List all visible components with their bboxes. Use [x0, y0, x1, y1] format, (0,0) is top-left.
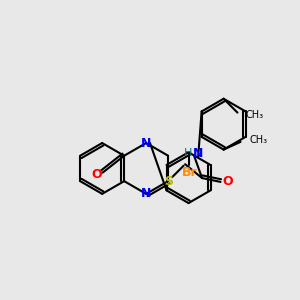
Text: O: O [222, 176, 233, 188]
Text: CH₃: CH₃ [245, 110, 263, 120]
Text: S: S [164, 175, 173, 188]
Text: CH₃: CH₃ [250, 135, 268, 145]
Text: Br: Br [182, 166, 198, 179]
Text: N: N [141, 136, 152, 149]
Text: O: O [91, 169, 102, 182]
Text: N: N [141, 187, 152, 200]
Text: H: H [184, 148, 192, 158]
Text: N: N [193, 147, 203, 160]
